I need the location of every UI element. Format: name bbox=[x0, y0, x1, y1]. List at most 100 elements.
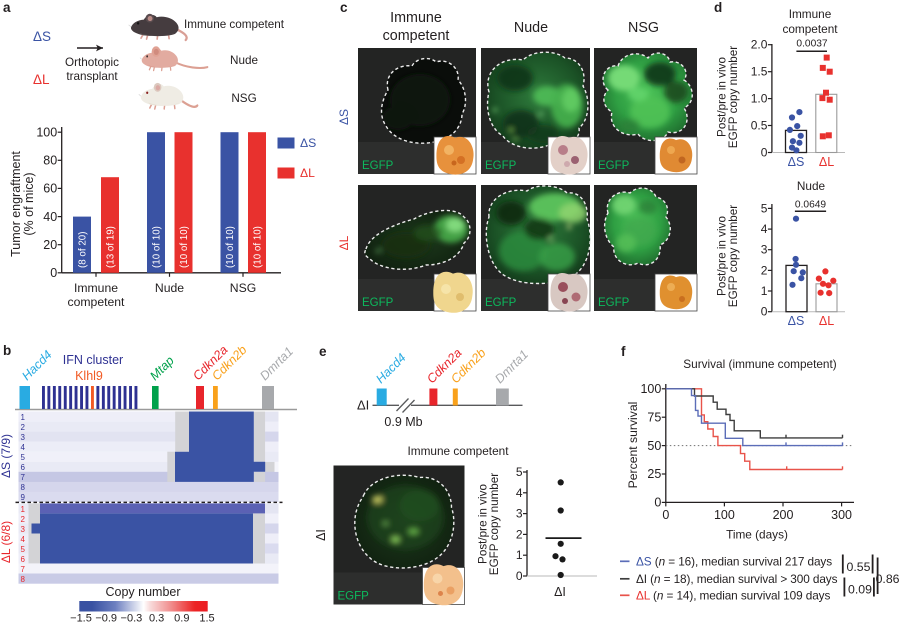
svg-text:0: 0 bbox=[654, 496, 661, 510]
svg-text:3: 3 bbox=[21, 433, 26, 442]
svg-text:ΔS (n = 16), median survival 2: ΔS (n = 16), median survival 217 days bbox=[636, 555, 832, 569]
svg-text:EGFP: EGFP bbox=[362, 160, 394, 172]
svg-text:6: 6 bbox=[21, 555, 26, 564]
svg-text:ΔS: ΔS bbox=[337, 109, 351, 125]
svg-text:Percent survival: Percent survival bbox=[626, 402, 640, 489]
svg-text:4: 4 bbox=[21, 535, 26, 544]
svg-text:ΔS (7/9): ΔS (7/9) bbox=[0, 434, 13, 478]
svg-text:ΔS: ΔS bbox=[788, 314, 805, 328]
svg-text:NSG: NSG bbox=[628, 20, 659, 36]
svg-text:Post/pre in vivo: Post/pre in vivo bbox=[716, 57, 729, 137]
svg-text:(13 of 19): (13 of 19) bbox=[106, 226, 117, 268]
svg-text:300: 300 bbox=[831, 508, 852, 522]
svg-text:d: d bbox=[714, 0, 722, 15]
svg-text:100: 100 bbox=[640, 382, 661, 396]
svg-text:ΔL: ΔL bbox=[337, 235, 351, 250]
svg-text:1: 1 bbox=[21, 505, 26, 514]
svg-text:Nude: Nude bbox=[230, 54, 258, 67]
svg-text:Immune: Immune bbox=[74, 281, 118, 295]
svg-text:ΔI: ΔI bbox=[314, 529, 328, 541]
svg-text:ΔL: ΔL bbox=[33, 72, 50, 87]
svg-text:Immune: Immune bbox=[789, 7, 832, 21]
svg-text:ΔL: ΔL bbox=[819, 314, 834, 328]
svg-text:2.0: 2.0 bbox=[751, 38, 768, 52]
svg-text:6: 6 bbox=[21, 463, 26, 472]
svg-text:ΔI (n = 18), median survival >: ΔI (n = 18), median survival > 300 days bbox=[636, 572, 838, 586]
svg-text:Nude: Nude bbox=[797, 179, 826, 193]
svg-text:EGFP: EGFP bbox=[485, 297, 517, 309]
svg-text:0: 0 bbox=[50, 266, 57, 280]
svg-text:0.3: 0.3 bbox=[149, 613, 164, 625]
svg-text:NSG: NSG bbox=[231, 92, 256, 105]
svg-text:Nude: Nude bbox=[155, 281, 184, 295]
svg-text:1: 1 bbox=[516, 548, 523, 562]
svg-text:transplant: transplant bbox=[66, 70, 118, 83]
svg-text:ΔL (6/8): ΔL (6/8) bbox=[0, 521, 13, 563]
svg-text:0.09: 0.09 bbox=[848, 582, 872, 596]
svg-text:(% of mice): (% of mice) bbox=[22, 172, 36, 235]
svg-text:0.0037: 0.0037 bbox=[796, 39, 827, 50]
svg-text:2: 2 bbox=[761, 263, 768, 277]
svg-text:4: 4 bbox=[21, 443, 26, 452]
svg-text:5: 5 bbox=[21, 545, 26, 554]
svg-text:0: 0 bbox=[761, 146, 768, 160]
svg-text:4: 4 bbox=[761, 222, 768, 236]
svg-text:EGFP: EGFP bbox=[338, 591, 370, 603]
svg-text:Immune competent: Immune competent bbox=[408, 444, 510, 458]
svg-text:0.9: 0.9 bbox=[174, 613, 189, 625]
svg-text:ΔI: ΔI bbox=[357, 397, 369, 412]
svg-text:EGFP: EGFP bbox=[598, 160, 630, 172]
svg-text:Orthotopic: Orthotopic bbox=[65, 56, 119, 69]
svg-text:Post/pre in vivo: Post/pre in vivo bbox=[477, 484, 490, 564]
svg-text:EGFP: EGFP bbox=[362, 297, 394, 309]
svg-text:0.0649: 0.0649 bbox=[795, 200, 826, 211]
svg-text:ΔS: ΔS bbox=[788, 155, 805, 169]
svg-text:competent: competent bbox=[782, 22, 838, 36]
svg-text:60: 60 bbox=[43, 182, 57, 196]
svg-text:e: e bbox=[319, 344, 327, 359]
svg-text:50: 50 bbox=[647, 439, 661, 453]
svg-text:7: 7 bbox=[21, 565, 26, 574]
svg-text:0: 0 bbox=[662, 508, 669, 522]
svg-text:EGFP copy number: EGFP copy number bbox=[727, 205, 740, 308]
svg-text:80: 80 bbox=[43, 154, 57, 168]
svg-text:EGFP: EGFP bbox=[485, 160, 517, 172]
svg-text:0.9 Mb: 0.9 Mb bbox=[384, 415, 422, 429]
svg-text:−0.3: −0.3 bbox=[121, 613, 143, 625]
svg-text:Survival (immune competent): Survival (immune competent) bbox=[683, 357, 836, 371]
svg-text:5: 5 bbox=[761, 201, 768, 215]
svg-text:f: f bbox=[621, 344, 626, 359]
svg-text:NSG: NSG bbox=[230, 281, 256, 295]
svg-text:(10 of 10): (10 of 10) bbox=[253, 226, 264, 268]
svg-text:0.5: 0.5 bbox=[751, 119, 768, 133]
svg-text:a: a bbox=[3, 0, 11, 15]
svg-text:5: 5 bbox=[21, 453, 26, 462]
svg-text:3: 3 bbox=[21, 525, 26, 534]
svg-text:(10 of 10): (10 of 10) bbox=[179, 226, 190, 268]
svg-text:100: 100 bbox=[714, 508, 735, 522]
svg-text:ΔL (n = 14), median survival 1: ΔL (n = 14), median survival 109 days bbox=[636, 589, 830, 603]
svg-text:25: 25 bbox=[647, 467, 661, 481]
svg-text:8: 8 bbox=[21, 483, 26, 492]
svg-text:(10 of 10): (10 of 10) bbox=[152, 226, 163, 268]
svg-text:8: 8 bbox=[21, 575, 26, 584]
svg-text:20: 20 bbox=[43, 238, 57, 252]
svg-text:Klhl9: Klhl9 bbox=[75, 369, 103, 383]
svg-text:1: 1 bbox=[761, 284, 768, 298]
svg-text:0: 0 bbox=[516, 569, 523, 583]
svg-text:IFN cluster: IFN cluster bbox=[63, 353, 123, 367]
svg-text:Tumor engraftment: Tumor engraftment bbox=[9, 151, 23, 257]
svg-text:1.5: 1.5 bbox=[199, 613, 214, 625]
svg-text:−0.9: −0.9 bbox=[95, 613, 117, 625]
svg-text:1: 1 bbox=[21, 413, 26, 422]
svg-text:−1.5: −1.5 bbox=[70, 613, 92, 625]
svg-text:2: 2 bbox=[21, 423, 26, 432]
svg-text:competent: competent bbox=[383, 28, 450, 44]
svg-text:b: b bbox=[3, 343, 11, 358]
svg-text:c: c bbox=[340, 0, 348, 15]
svg-text:Post/pre in vivo: Post/pre in vivo bbox=[716, 216, 729, 296]
svg-text:4: 4 bbox=[516, 486, 523, 500]
svg-text:200: 200 bbox=[773, 508, 794, 522]
svg-text:ΔL: ΔL bbox=[819, 155, 834, 169]
svg-text:9: 9 bbox=[21, 493, 26, 502]
